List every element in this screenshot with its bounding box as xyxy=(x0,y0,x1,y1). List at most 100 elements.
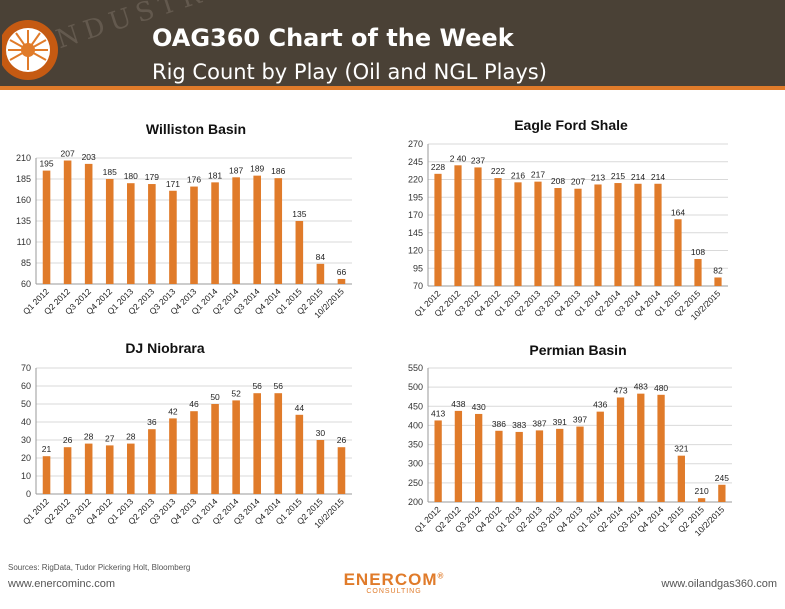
data-label: 214 xyxy=(631,172,645,182)
data-label: 215 xyxy=(611,171,625,181)
bar xyxy=(190,411,198,494)
bar xyxy=(434,420,442,502)
data-label: 222 xyxy=(491,166,505,176)
data-label: 82 xyxy=(713,265,723,275)
page-subtitle: Rig Count by Play (Oil and NGL Plays) xyxy=(152,60,547,84)
y-tick-label: 10 xyxy=(21,471,31,481)
data-label: 108 xyxy=(691,247,705,257)
data-label: 27 xyxy=(105,433,115,443)
data-label: 171 xyxy=(166,179,180,189)
y-tick-label: 95 xyxy=(413,263,423,273)
bar xyxy=(316,440,325,494)
bar xyxy=(148,429,156,494)
y-tick-label: 145 xyxy=(408,228,423,238)
bar xyxy=(454,165,462,286)
bar xyxy=(42,456,51,494)
data-label: 36 xyxy=(147,417,157,427)
sun-logo-icon xyxy=(2,20,58,80)
data-label: 44 xyxy=(295,403,305,413)
data-label: 413 xyxy=(431,408,445,418)
data-label: 216 xyxy=(511,170,525,180)
data-label: 245 xyxy=(715,473,729,483)
bar xyxy=(495,430,503,502)
bar xyxy=(474,167,482,286)
oilandgas360-url[interactable]: www.oilandgas360.com xyxy=(661,578,777,590)
bar xyxy=(105,445,114,494)
data-label: 386 xyxy=(492,419,506,429)
y-tick-label: 245 xyxy=(408,157,423,167)
bar xyxy=(494,178,502,286)
bar xyxy=(434,173,442,286)
y-tick-label: 0 xyxy=(26,489,31,499)
bar xyxy=(105,179,114,284)
bar xyxy=(554,188,562,286)
bar xyxy=(674,219,682,286)
data-label: 321 xyxy=(674,444,688,454)
bar xyxy=(337,447,346,494)
bar xyxy=(535,430,544,502)
brand-name: ENERCOM xyxy=(343,570,438,589)
y-tick-label: 300 xyxy=(408,459,423,469)
data-label: 84 xyxy=(316,252,326,262)
data-label: 383 xyxy=(512,420,526,430)
data-label: 387 xyxy=(532,418,546,428)
bar xyxy=(253,393,261,494)
sources-note: Sources: RigData, Tudor Pickering Holt, … xyxy=(8,563,191,572)
bar xyxy=(534,181,542,286)
bar xyxy=(596,411,604,502)
data-label: 214 xyxy=(651,172,665,182)
y-tick-label: 60 xyxy=(21,381,31,391)
bar xyxy=(718,484,726,502)
data-label: 397 xyxy=(573,415,587,425)
bar xyxy=(63,447,72,494)
y-tick-label: 550 xyxy=(408,363,423,373)
data-label: 207 xyxy=(61,149,75,159)
data-label: 480 xyxy=(654,383,668,393)
bar xyxy=(274,178,283,284)
y-tick-label: 70 xyxy=(413,281,423,291)
data-label: 203 xyxy=(82,152,96,162)
y-tick-label: 120 xyxy=(408,246,423,256)
bar xyxy=(84,443,93,494)
data-label: 181 xyxy=(208,170,222,180)
y-tick-label: 170 xyxy=(408,210,423,220)
y-tick-label: 20 xyxy=(21,453,31,463)
y-tick-label: 450 xyxy=(408,401,423,411)
y-tick-label: 110 xyxy=(17,237,31,247)
bar xyxy=(190,186,198,284)
bar xyxy=(274,393,283,494)
enercom-url[interactable]: www.enercominc.com xyxy=(8,578,115,590)
bar xyxy=(232,400,240,494)
data-label: 210 xyxy=(695,486,709,496)
bar xyxy=(63,160,72,284)
permian-basin-chart: Permian Basin 200 250 300 350 400 450 500 550 413… xyxy=(408,342,732,538)
y-tick-label: 500 xyxy=(408,382,423,392)
bar xyxy=(253,175,261,284)
y-tick-label: 400 xyxy=(408,420,423,430)
bar xyxy=(594,184,602,286)
bar xyxy=(697,498,706,502)
header-accent-band xyxy=(0,86,785,90)
y-tick-label: 270 xyxy=(408,139,423,149)
y-tick-label: 135 xyxy=(16,216,31,226)
y-tick-label: 220 xyxy=(408,175,423,185)
data-label: 66 xyxy=(337,267,347,277)
bar xyxy=(316,263,325,284)
data-label: 208 xyxy=(551,176,565,186)
data-label: 28 xyxy=(84,432,94,442)
y-tick-label: 40 xyxy=(21,417,31,427)
page-title: OAG360 Chart of the Week xyxy=(152,24,514,52)
data-label: 52 xyxy=(231,388,241,398)
eagle-ford-shale-chart: Eagle Ford Shale 70 95 120 145 170 195 220 245 27… xyxy=(408,117,728,322)
data-label: 42 xyxy=(168,406,178,416)
data-label: 228 xyxy=(431,162,445,172)
brand-registered-mark: ® xyxy=(437,571,445,581)
data-label: 217 xyxy=(531,170,545,180)
data-label: 164 xyxy=(671,207,685,217)
y-tick-label: 60 xyxy=(21,279,31,289)
header-banner: INDUSTR OAG360 Chart of the Week Rig Cou… xyxy=(0,0,785,90)
data-label: 28 xyxy=(126,432,136,442)
bar xyxy=(127,443,135,494)
bar xyxy=(574,188,582,286)
